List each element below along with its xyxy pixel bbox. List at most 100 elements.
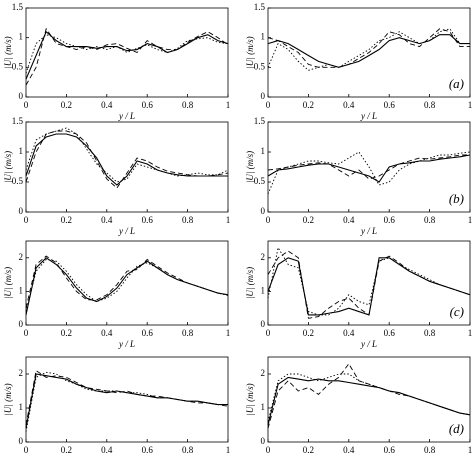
y-tick-label: 0.5 xyxy=(254,61,266,71)
x-tick-label: 0 xyxy=(266,215,271,225)
y-axis-label: |U| (m/s) xyxy=(245,267,255,299)
x-tick-label: 0.2 xyxy=(61,100,72,110)
x-tick-label: 0.8 xyxy=(424,445,436,455)
x-tick-label: 0.2 xyxy=(303,215,314,225)
x-tick-label: 1 xyxy=(226,328,231,338)
x-tick-label: 0.8 xyxy=(182,215,194,225)
y-tick-label: 1 xyxy=(19,285,24,295)
x-tick-label: 1 xyxy=(468,100,473,110)
x-tick-label: 0.6 xyxy=(142,215,154,225)
data-line xyxy=(25,258,229,312)
plot-frame xyxy=(25,240,229,326)
x-tick-label: 0.6 xyxy=(384,215,396,225)
data-line xyxy=(267,257,471,316)
x-axis-label: y / L xyxy=(118,339,135,349)
y-tick-label: 1 xyxy=(19,402,24,412)
y-tick-label: 1.5 xyxy=(254,116,266,126)
x-tick-label: 0.4 xyxy=(101,215,113,225)
x-tick-label: 0.8 xyxy=(182,328,194,338)
y-tick-label: 0.5 xyxy=(254,176,266,186)
x-tick-label: 0.4 xyxy=(343,100,355,110)
data-line xyxy=(267,373,471,422)
panel-label: (d) xyxy=(449,421,464,436)
x-axis-label: y / L xyxy=(118,226,135,236)
x-tick-label: 0.8 xyxy=(182,445,194,455)
data-line xyxy=(25,27,229,86)
y-tick-label: 1 xyxy=(261,402,266,412)
y-tick-label: 0 xyxy=(261,206,266,216)
x-tick-label: 1 xyxy=(226,100,231,110)
x-tick-label: 0 xyxy=(24,215,29,225)
x-axis-label: y / L xyxy=(360,226,377,236)
y-tick-label: 1.5 xyxy=(12,116,24,126)
x-tick-label: 0.4 xyxy=(101,100,113,110)
y-axis-label: |U| (m/s) xyxy=(3,267,13,299)
y-tick-label: 1 xyxy=(261,146,266,156)
y-tick-label: 0.5 xyxy=(12,61,24,71)
data-line xyxy=(25,130,229,189)
panel: 0 0.5 1 1.5 0 0.2 0.4 0.6 0.8 1 |U| (m/s) y / L xyxy=(3,116,230,236)
y-tick-label: 0 xyxy=(19,91,24,101)
data-line xyxy=(25,30,229,80)
panel: 0 0.5 1 1.5 0 0.2 0.4 0.6 0.8 1 |U| (m/s) y / L (a) xyxy=(245,2,472,121)
data-line xyxy=(267,28,470,68)
data-line xyxy=(267,154,471,183)
data-line xyxy=(267,28,470,71)
x-axis-label: y / L xyxy=(118,111,135,121)
y-tick-label: 2 xyxy=(261,252,266,262)
panel: 0 0.5 1 1.5 0 0.2 0.4 0.6 0.8 1 |U| (m/s) y / L xyxy=(3,2,230,121)
y-tick-label: 0 xyxy=(19,206,24,216)
y-axis-label: |U| (m/s) xyxy=(3,36,13,68)
x-tick-label: 0 xyxy=(266,445,271,455)
x-tick-label: 0 xyxy=(24,445,29,455)
y-tick-label: 1 xyxy=(261,32,266,42)
y-axis-label: |U| (m/s) xyxy=(3,383,13,415)
x-tick-label: 0 xyxy=(24,328,29,338)
data-line xyxy=(25,133,228,186)
data-line xyxy=(25,369,229,426)
x-tick-label: 0.6 xyxy=(142,328,154,338)
plot-frame xyxy=(267,121,471,213)
x-tick-label: 0.4 xyxy=(101,445,113,455)
x-tick-label: 0.6 xyxy=(384,328,396,338)
x-tick-label: 0 xyxy=(266,328,271,338)
x-tick-label: 1 xyxy=(468,445,473,455)
x-tick-label: 0.8 xyxy=(424,215,436,225)
panel: 0 1 2 0 0.2 0.4 0.6 0.8 1 |U| (m/s) y / L xyxy=(3,240,231,349)
data-line xyxy=(267,250,471,319)
y-axis-label: |U| (m/s) xyxy=(245,383,255,415)
plot-frame xyxy=(267,7,471,98)
x-tick-label: 0.2 xyxy=(61,215,72,225)
panel-label: (b) xyxy=(449,191,464,206)
y-axis-label: |U| (m/s) xyxy=(245,36,255,68)
y-axis-label: |U| (m/s) xyxy=(245,151,255,183)
x-tick-label: 0.8 xyxy=(182,100,194,110)
x-tick-label: 0.2 xyxy=(303,100,314,110)
y-tick-label: 0 xyxy=(19,436,24,446)
y-tick-label: 0.5 xyxy=(12,176,24,186)
y-tick-label: 1 xyxy=(19,146,24,156)
x-tick-label: 1 xyxy=(226,215,231,225)
plot-frame xyxy=(25,121,229,213)
data-line xyxy=(267,362,471,429)
data-line xyxy=(267,154,470,180)
y-tick-label: 1 xyxy=(261,285,266,295)
panel: 0 1 2 0 0.2 0.4 0.6 0.8 1 |U| (m/s) xyxy=(3,356,231,455)
y-tick-label: 2 xyxy=(261,368,266,378)
x-tick-label: 0.4 xyxy=(101,328,113,338)
plot-frame xyxy=(25,7,229,98)
x-tick-label: 0.2 xyxy=(303,445,314,455)
plot-frame xyxy=(267,356,471,443)
x-tick-label: 1 xyxy=(226,445,231,455)
x-tick-label: 0.6 xyxy=(384,445,396,455)
plot-frame xyxy=(267,240,471,326)
data-line xyxy=(25,373,228,429)
data-line xyxy=(25,371,228,432)
y-tick-label: 0 xyxy=(261,91,266,101)
x-tick-label: 0.2 xyxy=(61,445,72,455)
y-tick-label: 0 xyxy=(261,436,266,446)
x-tick-label: 0.6 xyxy=(384,100,396,110)
x-tick-label: 0.2 xyxy=(61,328,72,338)
panel-label: (c) xyxy=(450,304,464,319)
x-tick-label: 1 xyxy=(468,215,473,225)
